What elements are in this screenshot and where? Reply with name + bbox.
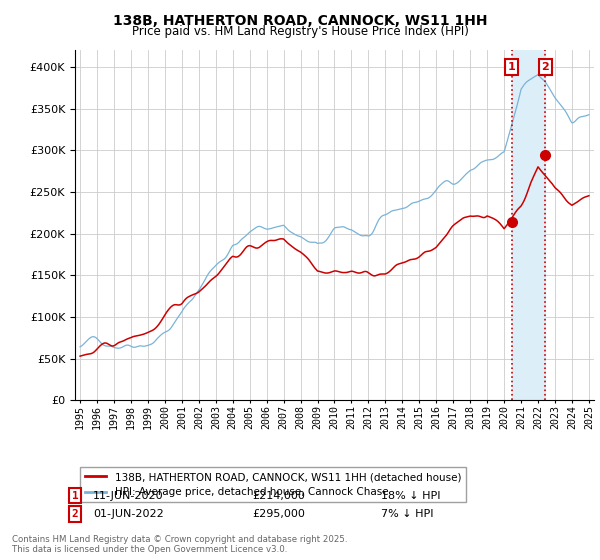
Text: 01-JUN-2022: 01-JUN-2022 (93, 509, 164, 519)
Legend: 138B, HATHERTON ROAD, CANNOCK, WS11 1HH (detached house), HPI: Average price, de: 138B, HATHERTON ROAD, CANNOCK, WS11 1HH … (80, 467, 466, 502)
Text: £214,000: £214,000 (252, 491, 305, 501)
Text: 138B, HATHERTON ROAD, CANNOCK, WS11 1HH: 138B, HATHERTON ROAD, CANNOCK, WS11 1HH (113, 14, 487, 28)
Text: 1: 1 (71, 491, 79, 501)
Text: 2: 2 (541, 62, 549, 72)
Text: Price paid vs. HM Land Registry's House Price Index (HPI): Price paid vs. HM Land Registry's House … (131, 25, 469, 38)
Text: 7% ↓ HPI: 7% ↓ HPI (381, 509, 433, 519)
Text: 11-JUN-2020: 11-JUN-2020 (93, 491, 164, 501)
Bar (512, 50, 545, 400)
Text: 1: 1 (508, 62, 515, 72)
Text: 2: 2 (71, 509, 79, 519)
Text: £295,000: £295,000 (252, 509, 305, 519)
Text: 18% ↓ HPI: 18% ↓ HPI (381, 491, 440, 501)
Text: Contains HM Land Registry data © Crown copyright and database right 2025.
This d: Contains HM Land Registry data © Crown c… (12, 535, 347, 554)
